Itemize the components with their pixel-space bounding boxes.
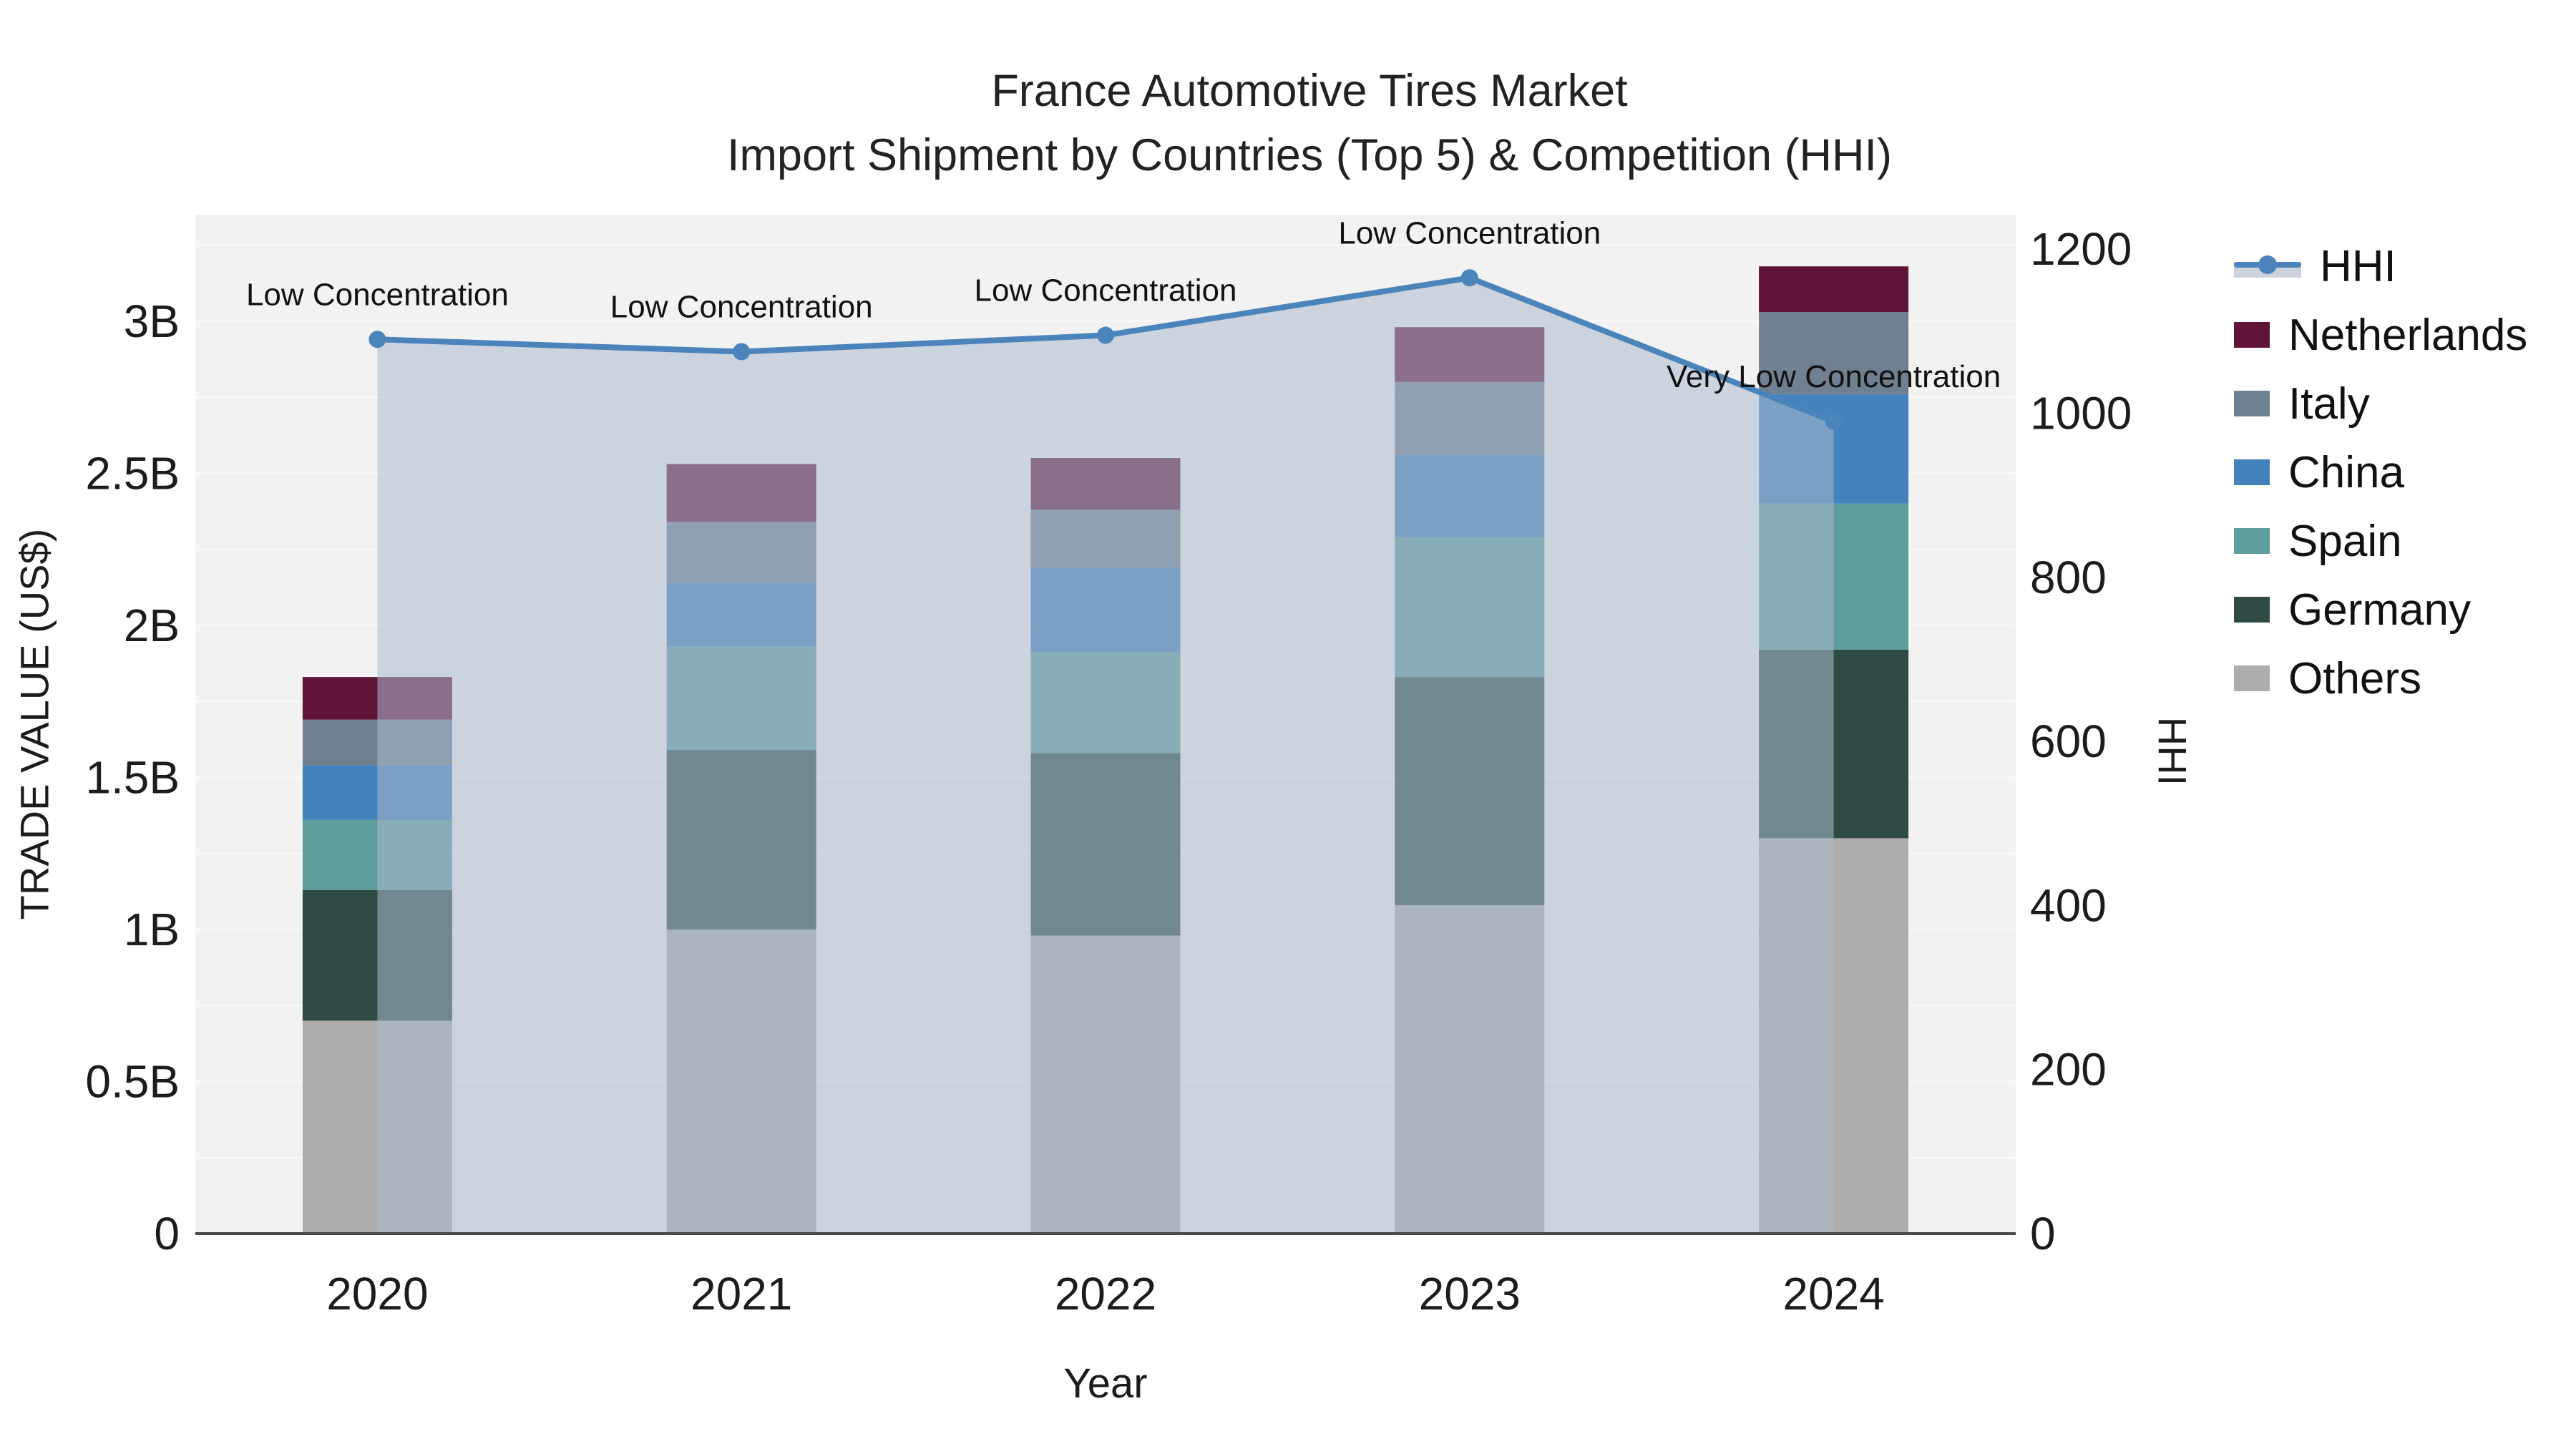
y-right-tick-label: 1000 <box>2030 387 2132 439</box>
legend-item-netherlands[interactable]: Netherlands <box>2234 301 2527 369</box>
legend-label-others: Others <box>2288 653 2422 703</box>
chart-title: France Automotive Tires Market Import Sh… <box>236 59 2383 187</box>
legend-label-china: China <box>2288 447 2404 497</box>
hhi-marker-dot <box>2258 255 2277 274</box>
hhi-line-swatch-icon <box>2234 253 2301 279</box>
y-right-tick-label: 800 <box>2030 552 2107 603</box>
x-axis-title: Year <box>1063 1360 1148 1407</box>
annotation-2023: Low Concentration <box>1338 215 1601 250</box>
y-right-tick-label: 0 <box>2030 1208 2056 1259</box>
chart-title-line2: Import Shipment by Countries (Top 5) & C… <box>726 130 1893 180</box>
annotation-2024: Very Low Concentration <box>1667 359 2001 394</box>
hhi-area-fill <box>377 278 1834 1234</box>
legend-item-china[interactable]: China <box>2234 438 2527 507</box>
hhi-marker-2024[interactable] <box>1825 412 1843 430</box>
y-right-tick-label: 200 <box>2030 1044 2107 1096</box>
legend-item-others[interactable]: Others <box>2234 644 2527 713</box>
hhi-marker-2020[interactable] <box>369 331 386 348</box>
y-right-tick-label: 400 <box>2030 879 2107 931</box>
y-right-tick-label: 600 <box>2030 716 2107 767</box>
y-left-tick-label: 2.5B <box>85 447 180 499</box>
legend-swatch-germany <box>2234 597 2270 623</box>
legend-swatch-others <box>2234 665 2270 691</box>
legend-label-hhi: HHI <box>2320 241 2396 291</box>
y-left-tick-label: 1.5B <box>85 751 180 803</box>
x-tick-label-2020: 2020 <box>326 1268 428 1319</box>
legend-swatch-china <box>2234 459 2270 485</box>
y-left-axis-title: TRADE VALUE (US$) <box>11 528 57 920</box>
annotation-2020: Low Concentration <box>246 277 509 312</box>
y-left-tick-label: 3B <box>124 296 180 347</box>
legend-item-hhi[interactable]: HHI <box>2234 232 2527 301</box>
y-left-tick-label: 2B <box>124 600 180 651</box>
hhi-marker-2022[interactable] <box>1097 326 1114 344</box>
y-left-tick-label: 1B <box>124 904 180 955</box>
y-right-tick-label: 1200 <box>2030 223 2132 275</box>
chart-title-line1: France Automotive Tires Market <box>991 66 1628 116</box>
legend-label-netherlands: Netherlands <box>2288 310 2528 360</box>
annotation-2021: Low Concentration <box>610 289 873 324</box>
bar-segment-netherlands-2024[interactable] <box>1759 266 1909 313</box>
y-right-axis-title: HHI <box>2150 716 2195 786</box>
legend-label-spain: Spain <box>2288 516 2402 566</box>
legend-label-germany: Germany <box>2288 585 2471 635</box>
x-tick-label-2021: 2021 <box>691 1268 792 1319</box>
y-left-tick-label: 0.5B <box>85 1055 180 1107</box>
legend: HHI Netherlands Italy China Spain Germany Othe… <box>2234 232 2527 713</box>
x-tick-label-2022: 2022 <box>1055 1268 1156 1319</box>
legend-swatch-spain <box>2234 528 2270 554</box>
hhi-marker-2021[interactable] <box>733 343 751 361</box>
legend-label-italy: Italy <box>2288 379 2370 429</box>
bar-segment-italy-2024[interactable] <box>1759 312 1909 394</box>
legend-item-spain[interactable]: Spain <box>2234 507 2527 575</box>
legend-swatch-netherlands <box>2234 322 2270 348</box>
y-left-tick-label: 0 <box>154 1208 180 1259</box>
x-tick-label-2023: 2023 <box>1419 1268 1521 1319</box>
x-tick-label-2024: 2024 <box>1782 1268 1884 1319</box>
hhi-marker-2023[interactable] <box>1460 269 1478 287</box>
annotation-2022: Low Concentration <box>975 273 1237 308</box>
legend-item-italy[interactable]: Italy <box>2234 369 2527 438</box>
legend-item-germany[interactable]: Germany <box>2234 575 2527 644</box>
legend-swatch-italy <box>2234 391 2270 416</box>
